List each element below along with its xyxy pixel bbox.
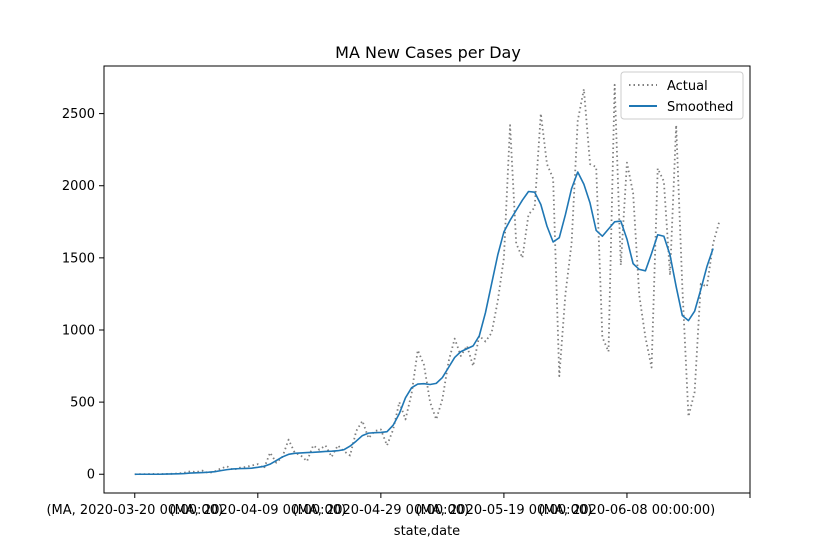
plot-frame — [103, 65, 751, 494]
y-tick-label: 1500 — [62, 251, 95, 266]
plot-area — [134, 83, 721, 476]
legend-actual-label: Actual — [667, 79, 708, 94]
x-tick-label: (MA, 2020-06-08 00:00:00) — [539, 503, 716, 518]
y-tick-label: 2500 — [62, 107, 95, 122]
series-line-actual — [134, 83, 721, 476]
y-tick-label: 500 — [70, 396, 95, 411]
chart-title: MA New Cases per Day — [335, 43, 521, 62]
x-tick-label: (MA, 2020-05-19 00:00:00) — [416, 503, 593, 518]
y-axis: 0 500 1000 1500 2000 2500 — [62, 107, 104, 483]
y-tick-label: 2000 — [62, 179, 95, 194]
legend-smoothed-label: Smoothed — [667, 100, 733, 115]
x-tick-label: (MA, 2020-04-29 00:00:00) — [293, 503, 470, 518]
y-tick-label: 1000 — [62, 323, 95, 338]
x-tick-label: (MA, 2020-04-09 00:00:00) — [170, 503, 347, 518]
x-axis-label: state,date — [394, 524, 460, 539]
x-tick-label: (MA, 2020-03-20 00:00:00) — [46, 503, 223, 518]
y-tick-label: 0 — [87, 468, 95, 483]
x-axis: (MA, 2020-03-20 00:00:00)(MA, 2020-04-09… — [46, 493, 751, 518]
legend: Actual Smoothed — [620, 71, 744, 120]
legend-box — [620, 71, 744, 120]
series-line-smoothed — [134, 171, 714, 476]
